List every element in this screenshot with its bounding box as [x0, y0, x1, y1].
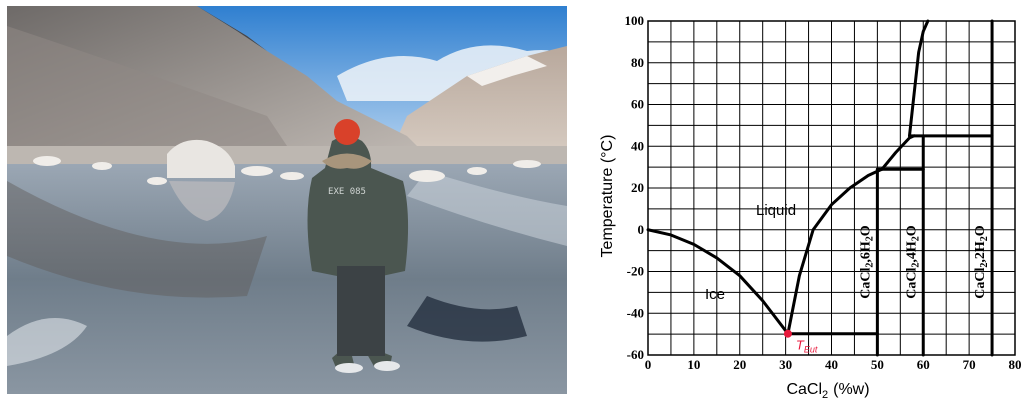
x-tick-label: 20: [733, 357, 746, 372]
hydrate-label: CaCl2,2H2O: [973, 225, 990, 299]
x-axis-title: CaCl2 (%w): [786, 381, 869, 401]
phase-boundary: [786, 167, 884, 336]
y-tick-label: -40: [627, 305, 644, 320]
region-label-ice: Ice: [705, 286, 725, 303]
y-axis-title: Temperature (°C): [599, 135, 616, 258]
phase-diagram: 0 10 20 30 40 50 60 70 80 -60-40-20020406080100 …: [599, 13, 1022, 401]
y-tick-label: 100: [625, 13, 645, 28]
y-tick-label: -20: [627, 264, 644, 279]
person: EXE 085: [307, 119, 527, 373]
phase-boundary: [646, 228, 790, 336]
x-tick-label: 40: [825, 357, 838, 372]
x-tick-label: 0: [645, 357, 652, 372]
valley-floor: [7, 146, 567, 166]
x-tick-label: 70: [963, 357, 976, 372]
y-tick-label: 80: [631, 55, 644, 70]
plot-border: [647, 20, 1016, 356]
y-tick-label: 40: [631, 138, 644, 153]
boulder: [167, 139, 235, 178]
eutectic-point: [783, 329, 792, 338]
hydrate-label: CaCl2,6H2O: [858, 225, 875, 299]
phase-boundary: [907, 19, 930, 138]
x-tick-label: 60: [917, 357, 930, 372]
right-mountain: [387, 46, 567, 161]
eutectic-label: TEut: [796, 338, 818, 355]
y-tick-label: 20: [631, 180, 644, 195]
y-tick-label: 0: [638, 222, 645, 237]
y-tick-label: 60: [631, 97, 644, 112]
region-label-liquid: Liquid: [756, 202, 796, 219]
x-tick-label: 10: [687, 357, 700, 372]
y-ticks: -60 -40 -20 0 20 40 60 80 100: [625, 13, 645, 362]
phase-boundary: [880, 134, 916, 171]
hydrate-labels: CaCl2,6H2O CaCl2,4H2O CaCl2,2H2O: [858, 225, 990, 299]
curves: [646, 19, 994, 357]
x-ticks: 0 10 20 30 40 50 60 70 80: [645, 357, 1022, 372]
grid: [647, 20, 1016, 356]
hat: [334, 119, 360, 145]
y-tick-label: -60: [627, 347, 644, 362]
x-tick-label: 80: [1009, 357, 1022, 372]
hydrate-label: CaCl2,4H2O: [904, 225, 921, 299]
x-tick-label: 30: [779, 357, 792, 372]
x-tick-label: 50: [871, 357, 884, 372]
jacket-lettering: EXE 085: [328, 187, 366, 197]
dry-valley-photo: EXE 085: [7, 6, 567, 394]
